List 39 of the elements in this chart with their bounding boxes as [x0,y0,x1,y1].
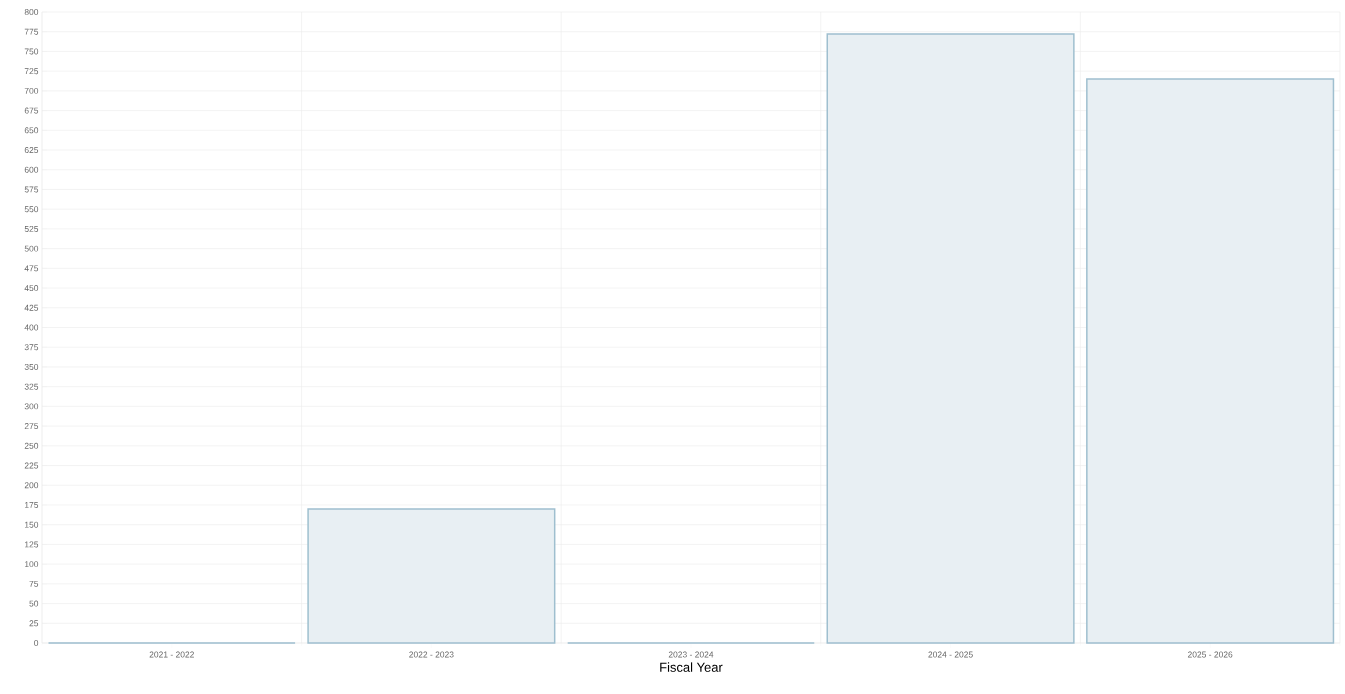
y-tick-label: 100 [24,561,39,568]
y-tick-label: 75 [29,580,39,587]
x-tick-label: 2023 - 2024 [668,651,714,658]
y-tick-label: 550 [24,206,39,213]
y-tick-label: 700 [24,87,39,94]
y-tick-label: 500 [24,245,39,252]
y-tick-label: 600 [24,166,39,173]
y-tick-label: 150 [24,521,39,528]
x-tick-label: 2021 - 2022 [149,651,194,658]
y-tick-label: 650 [24,127,39,134]
y-tick-label: 800 [24,9,39,15]
y-tick-label: 450 [24,285,39,292]
x-tick-label: 2024 - 2025 [928,651,973,658]
y-tick-label: 625 [24,147,39,154]
y-tick-label: 125 [24,541,39,548]
y-tick-label: 225 [24,462,39,469]
y-tick-label: 300 [24,403,39,410]
y-tick-label: 175 [24,502,39,508]
x-tick-label: 2025 - 2026 [1187,651,1233,658]
y-tick-label: 200 [24,482,39,489]
y-tick-label: 750 [24,48,39,55]
y-tick-label: 475 [24,265,39,272]
y-tick-label: 775 [24,28,39,35]
y-tick-label: 325 [24,383,39,390]
y-tick-label: 50 [29,600,39,607]
y-tick-label: 0 [34,640,39,646]
y-tick-label: 400 [24,324,39,331]
y-tick-label: 350 [24,363,39,370]
x-tick-label: 2022 - 2023 [409,651,454,658]
x-axis-title: Fiscal Year [660,662,723,672]
y-tick-label: 275 [24,423,39,430]
y-tick-label: 425 [24,304,39,311]
y-tick-label: 725 [24,68,39,75]
y-tick-label: 675 [24,107,39,114]
y-tick-label: 250 [24,442,39,449]
y-tick-label: 575 [24,186,39,193]
y-tick-label: 525 [24,225,39,232]
y-tick-label: 375 [24,344,39,351]
y-tick-label: 25 [29,620,39,627]
